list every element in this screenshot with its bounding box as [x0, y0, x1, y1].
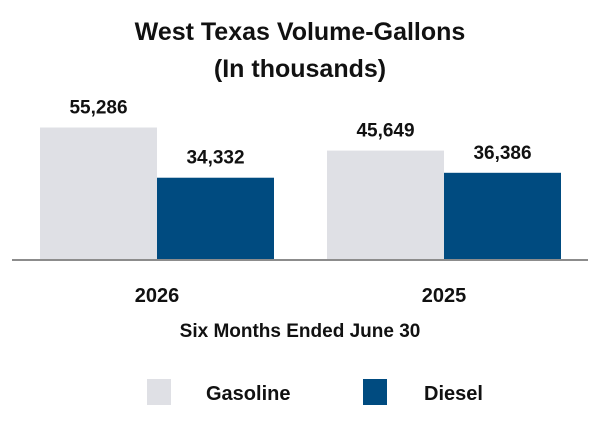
- bar-diesel-2026: [157, 177, 274, 260]
- legend-label-diesel: Diesel: [424, 383, 483, 405]
- data-label-gasoline-2026: 55,286: [69, 98, 127, 119]
- legend-swatch-diesel: [363, 379, 387, 405]
- data-label-diesel-2025: 36,386: [473, 143, 531, 164]
- bar-gasoline-2025: [327, 150, 444, 260]
- legend: Gasoline Diesel: [147, 379, 483, 405]
- x-axis-title: Six Months Ended June 30: [180, 321, 421, 342]
- x-tick-label-2025: 2025: [422, 285, 467, 307]
- chart-title: West Texas Volume-Gallons: [135, 18, 466, 46]
- data-label-diesel-2026: 34,332: [186, 148, 244, 169]
- data-label-gasoline-2025: 45,649: [356, 121, 414, 142]
- chart-subtitle: (In thousands): [214, 55, 386, 83]
- x-tick-labels-group: 2026 2025: [135, 285, 467, 307]
- bars-group: [40, 127, 561, 260]
- legend-label-gasoline: Gasoline: [206, 383, 290, 405]
- x-tick-label-2026: 2026: [135, 285, 180, 307]
- value-labels-group: 55,286 34,332 45,649 36,386: [69, 98, 531, 169]
- bar-diesel-2025: [444, 172, 561, 260]
- bar-gasoline-2026: [40, 127, 157, 260]
- legend-swatch-gasoline: [147, 379, 171, 405]
